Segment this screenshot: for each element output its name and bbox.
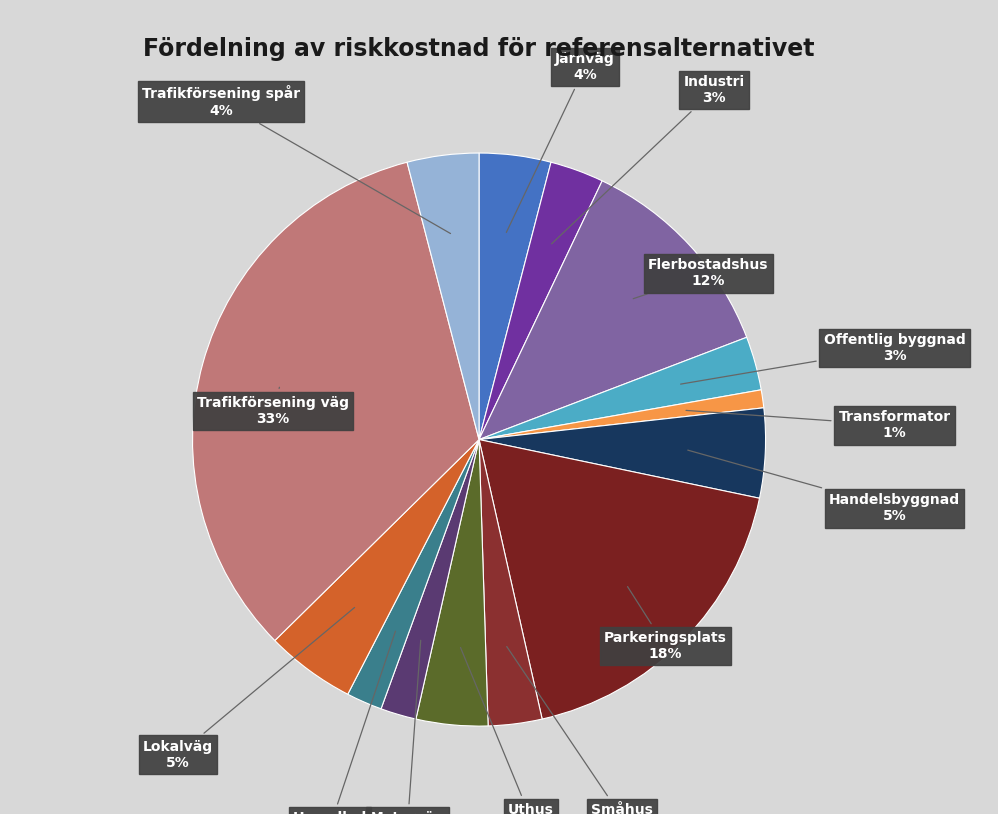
Text: Transformator
1%: Transformator 1% [686, 410, 950, 440]
Text: Trafikförsening väg
33%: Trafikförsening väg 33% [197, 387, 348, 426]
Title: Fördelning av riskkostnad för referensalternativet: Fördelning av riskkostnad för referensal… [144, 37, 814, 61]
Wedge shape [479, 153, 551, 440]
Wedge shape [274, 440, 479, 694]
Text: Uthus
4%: Uthus 4% [460, 647, 554, 814]
Text: Lokalväg
5%: Lokalväg 5% [143, 607, 354, 770]
Text: Industri
3%: Industri 3% [552, 75, 745, 243]
Wedge shape [479, 408, 765, 498]
Wedge shape [416, 440, 488, 726]
Wedge shape [479, 181, 747, 440]
Wedge shape [479, 440, 542, 726]
Text: Flerbostadshus
12%: Flerbostadshus 12% [633, 258, 768, 299]
Text: Småhus
3%: Småhus 3% [507, 646, 654, 814]
Wedge shape [479, 390, 763, 440]
Wedge shape [193, 162, 479, 641]
Text: Handelsbyggnad
5%: Handelsbyggnad 5% [688, 450, 960, 523]
Text: Parkeringsplats
18%: Parkeringsplats 18% [604, 587, 727, 661]
Wedge shape [479, 337, 761, 440]
Text: Offentlig byggnad
3%: Offentlig byggnad 3% [681, 333, 965, 384]
Wedge shape [479, 440, 759, 719]
Wedge shape [407, 153, 479, 440]
Wedge shape [347, 440, 479, 709]
Text: Motorväg
2%: Motorväg 2% [370, 641, 445, 814]
Wedge shape [479, 162, 602, 440]
Text: Järnväg
4%: Järnväg 4% [506, 52, 615, 233]
Text: Trafikförsening spår
4%: Trafikförsening spår 4% [142, 85, 450, 234]
Wedge shape [381, 440, 479, 719]
Text: Huvudled
2%: Huvudled 2% [293, 631, 395, 814]
